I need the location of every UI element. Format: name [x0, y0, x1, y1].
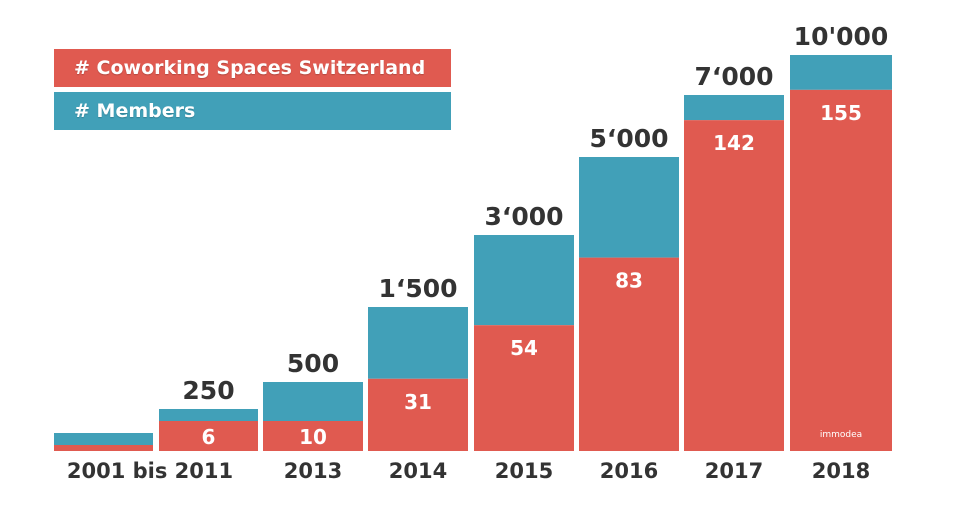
immodea-logo: immodea — [820, 430, 862, 440]
x-tick-label: 2001 bis 2011 — [67, 459, 233, 483]
members-data-label: 5‘000 — [589, 124, 668, 153]
members-bar-segment — [263, 382, 363, 421]
x-tick-label: 2015 — [495, 459, 553, 483]
members-bar-segment — [368, 307, 468, 379]
members-bar-segment — [790, 55, 892, 90]
legend-coworking-spaces: # Coworking Spaces Switzerland — [54, 49, 451, 87]
coworking-data-label: 155 — [820, 101, 862, 125]
coworking-data-label: 142 — [713, 131, 755, 155]
coworking-data-label: 10 — [299, 425, 327, 449]
coworking-data-label: 31 — [404, 390, 432, 414]
coworking-bar-segment — [474, 325, 574, 451]
coworking-bar-segment — [684, 120, 784, 451]
members-bar-segment — [159, 409, 258, 421]
coworking-bar-segment — [263, 421, 363, 451]
coworking-bar-segment — [368, 378, 468, 451]
members-data-label: 10'000 — [794, 22, 889, 51]
members-data-label: 250 — [182, 376, 234, 405]
members-data-label: 1‘500 — [378, 274, 457, 303]
members-data-label: 3‘000 — [484, 202, 563, 231]
coworking-data-label: 83 — [615, 269, 643, 293]
x-tick-label: 2017 — [705, 459, 763, 483]
coworking-data-label: 6 — [202, 425, 216, 449]
x-tick-label: 2013 — [284, 459, 342, 483]
members-bar-segment — [579, 157, 679, 258]
x-tick-label: 2016 — [600, 459, 658, 483]
legend-members: # Members — [54, 92, 451, 130]
x-tick-label: 2014 — [389, 459, 447, 483]
members-data-label: 500 — [287, 349, 339, 378]
coworking-bar-segment — [54, 445, 153, 451]
members-bar-segment — [684, 95, 784, 121]
coworking-bar-segment — [159, 421, 258, 451]
coworking-data-label: 54 — [510, 336, 538, 360]
coworking-bar-segment — [579, 257, 679, 451]
coworking-bar-segment — [790, 89, 892, 451]
x-tick-label: 2018 — [812, 459, 870, 483]
members-bar-segment — [54, 433, 153, 445]
members-bar-segment — [474, 235, 574, 326]
members-data-label: 7‘000 — [694, 62, 773, 91]
